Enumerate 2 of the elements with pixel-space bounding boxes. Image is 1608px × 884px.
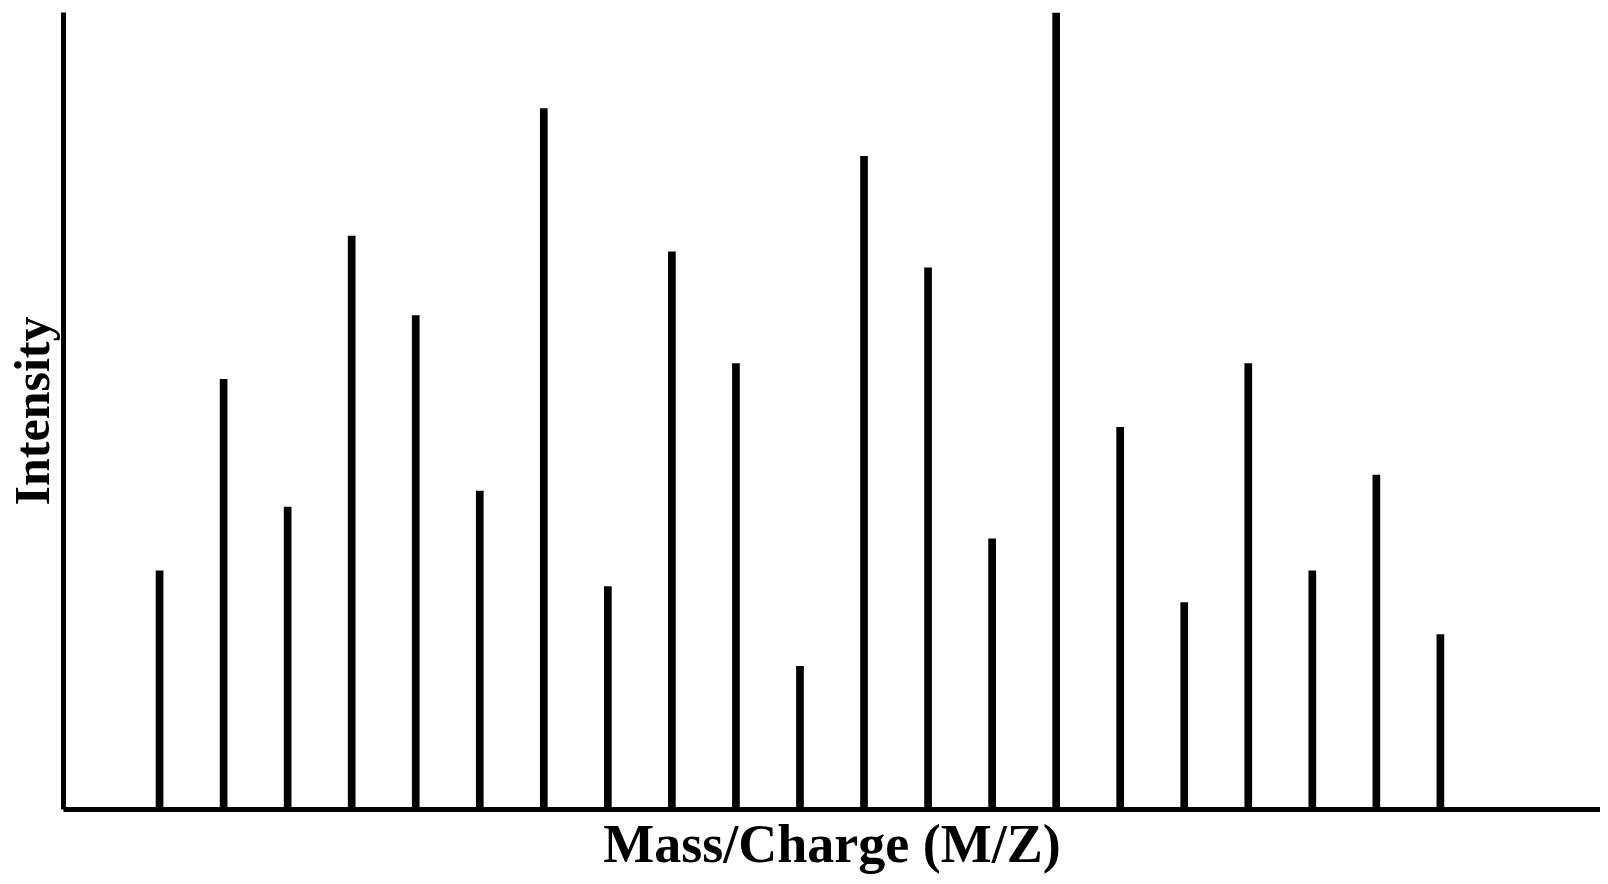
x-axis-title: Mass/Charge (M/Z) <box>603 813 1061 874</box>
y-axis-title: Intensity <box>3 316 60 506</box>
